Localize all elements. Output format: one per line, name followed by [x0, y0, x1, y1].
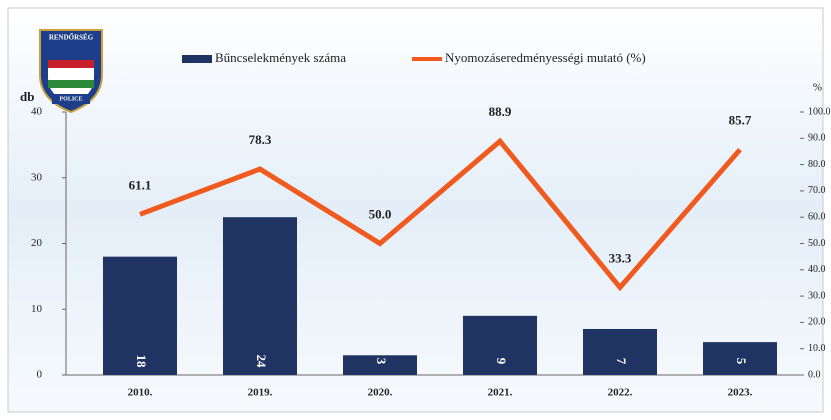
y2-tick-label: 0.0 — [808, 369, 821, 380]
bar-label: 7 — [614, 358, 629, 365]
x-tick-label: 2019. — [248, 387, 273, 399]
x-tick-label: 2022. — [608, 387, 633, 399]
bar-label: 24 — [254, 355, 269, 369]
bar — [463, 315, 537, 375]
bar — [703, 342, 777, 375]
y2-tick-label: 50.0 — [808, 238, 826, 249]
y2-tick-label: 70.0 — [808, 185, 826, 196]
line — [139, 137, 742, 292]
line-label: 33.3 — [609, 250, 632, 265]
line-label: 85.7 — [729, 113, 752, 128]
logo-bottom: POLICE — [59, 96, 82, 102]
bar — [343, 355, 417, 375]
x-tick-label: 2010. — [128, 387, 153, 399]
y2-tick-label: 40.0 — [808, 264, 826, 275]
line-label: 88.9 — [489, 104, 512, 119]
x-tick-label: 2023. — [728, 387, 753, 399]
y2-tick-label: 30.0 — [808, 290, 826, 301]
bar-label: 5 — [734, 358, 749, 365]
legend-swatch — [182, 55, 212, 63]
bar — [103, 256, 177, 375]
y2-tick-label: 20.0 — [808, 317, 826, 328]
line-label: 78.3 — [249, 132, 272, 147]
bar — [583, 328, 657, 375]
line-label: 61.1 — [129, 177, 152, 192]
bar-label: 18 — [134, 355, 149, 369]
bar — [223, 217, 297, 375]
x-tick-label: 2021. — [488, 387, 513, 399]
y2-axis-label: % — [813, 82, 822, 94]
y-tick-label: 10 — [31, 303, 43, 315]
y2-tick-label: 10.0 — [808, 343, 826, 354]
y-axis-label: db — [20, 89, 34, 104]
y-tick-label: 30 — [31, 171, 43, 183]
y2-tick-label: 60.0 — [808, 211, 826, 222]
legend-label: Nyomozáseredményességi mutató (%) — [445, 50, 646, 65]
line-label: 50.0 — [369, 206, 392, 221]
x-tick-label: 2020. — [368, 387, 393, 399]
y2-tick-label: 100.0 — [808, 106, 831, 117]
y2-tick-label: 80.0 — [808, 159, 826, 170]
y2-tick-label: 90.0 — [808, 133, 826, 144]
bar-label: 9 — [494, 358, 509, 365]
y-tick-label: 40 — [31, 106, 43, 118]
logo: RENDŐRSÉG POLICE — [39, 29, 103, 114]
legend-label: Bűncselekmények száma — [215, 50, 346, 65]
y-tick-label: 0 — [37, 369, 43, 381]
bar-label: 3 — [374, 358, 389, 365]
logo-top: RENDŐRSÉG — [49, 34, 94, 42]
y-tick-label: 20 — [31, 237, 43, 249]
